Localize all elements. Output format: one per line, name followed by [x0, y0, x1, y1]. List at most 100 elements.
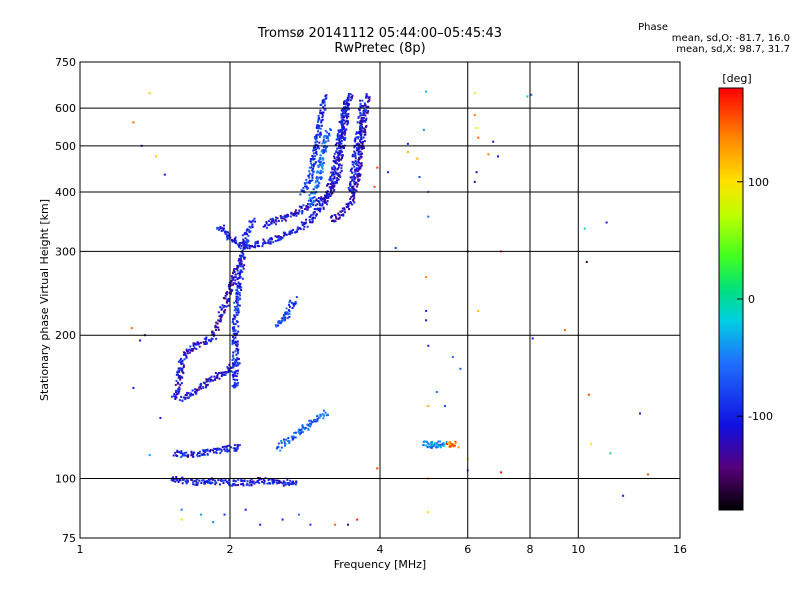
echo-point [173, 393, 176, 396]
echo-point [235, 289, 238, 292]
echo-point [315, 150, 318, 153]
echo-point [453, 444, 456, 447]
sparse-echo-point [200, 513, 203, 516]
sparse-echo-point [356, 518, 359, 521]
echo-point [183, 453, 186, 456]
echo-point [284, 316, 287, 319]
echo-point [361, 116, 364, 119]
echo-point [277, 235, 280, 238]
echo-point [338, 216, 341, 219]
echo-point [353, 146, 356, 149]
echo-point [243, 244, 245, 247]
echo-point [351, 163, 354, 166]
echo-point [313, 420, 316, 423]
echo-point [343, 138, 346, 141]
echo-point [246, 238, 249, 241]
echo-point [228, 363, 231, 366]
echo-point [202, 452, 205, 455]
echo-point [235, 314, 238, 316]
echo-point [318, 161, 321, 164]
echo-point [347, 99, 350, 102]
echo-point [319, 133, 322, 136]
echo-point [182, 353, 185, 356]
echo-point [314, 181, 317, 184]
echo-point [341, 126, 344, 129]
echo-point [292, 229, 295, 231]
echo-point [272, 478, 274, 481]
echo-point [227, 231, 230, 234]
echo-point [232, 239, 235, 242]
echo-point [215, 337, 218, 340]
echo-point [225, 371, 228, 374]
echo-point [362, 119, 365, 122]
echo-point [283, 440, 286, 443]
echo-point [320, 124, 323, 127]
echo-point [341, 146, 344, 149]
sparse-echo-point [148, 92, 151, 95]
echo-point [326, 194, 329, 197]
echo-point [183, 454, 186, 457]
echo-point [203, 382, 206, 385]
echo-point [173, 478, 175, 481]
sparse-echo-point [563, 329, 566, 332]
echo-point [191, 349, 194, 352]
echo-point [314, 162, 317, 165]
echo-point [333, 175, 336, 178]
echo-point [277, 321, 280, 324]
echo-point [228, 234, 230, 237]
echo-point [344, 111, 347, 114]
echo-point [357, 136, 360, 139]
echo-point [298, 205, 301, 208]
echo-point [198, 479, 201, 482]
phase-stats-o: mean, sd,O: -81.7, 16.0 [671, 33, 790, 44]
echo-point [338, 131, 341, 134]
grid-lines [80, 62, 680, 538]
echo-point [284, 483, 287, 486]
sparse-echo-point [477, 136, 480, 139]
echo-point [194, 343, 197, 346]
echo-point [235, 347, 238, 350]
echo-point [360, 137, 363, 140]
echo-point [302, 228, 305, 231]
echo-point [439, 443, 442, 446]
echo-point [335, 158, 338, 161]
echo-point [276, 482, 279, 485]
echo-point [268, 242, 271, 245]
sparse-echo-point [443, 405, 446, 407]
sparse-echo-point [492, 140, 495, 143]
echo-point [424, 444, 427, 447]
echo-point [314, 419, 316, 421]
echo-point [340, 116, 343, 119]
echo-point [305, 221, 307, 224]
echo-point [243, 242, 246, 245]
echo-point [275, 223, 277, 226]
echo-point [347, 92, 350, 95]
echo-point [322, 114, 324, 117]
sparse-echo-point [406, 142, 409, 145]
echo-point [219, 226, 222, 228]
echo-point [313, 208, 316, 210]
echo-point [317, 209, 320, 212]
echo-point [334, 220, 337, 223]
echo-point [218, 228, 220, 231]
echo-point [305, 205, 308, 208]
echo-point [233, 386, 236, 389]
echo-point [204, 340, 207, 343]
echo-point [277, 442, 280, 445]
echo-point [234, 360, 237, 362]
echo-point [192, 451, 195, 454]
echo-point [253, 217, 256, 220]
echo-point [359, 167, 362, 170]
echo-point [331, 186, 334, 189]
echo-point [338, 163, 341, 166]
echo-point [291, 483, 294, 486]
echo-point [286, 317, 289, 320]
echo-point [245, 245, 248, 248]
echo-point [281, 219, 284, 222]
echo-point [308, 176, 311, 179]
echo-point [435, 446, 438, 449]
echo-point [280, 446, 283, 449]
echo-point [180, 395, 183, 398]
echo-point [205, 342, 208, 345]
